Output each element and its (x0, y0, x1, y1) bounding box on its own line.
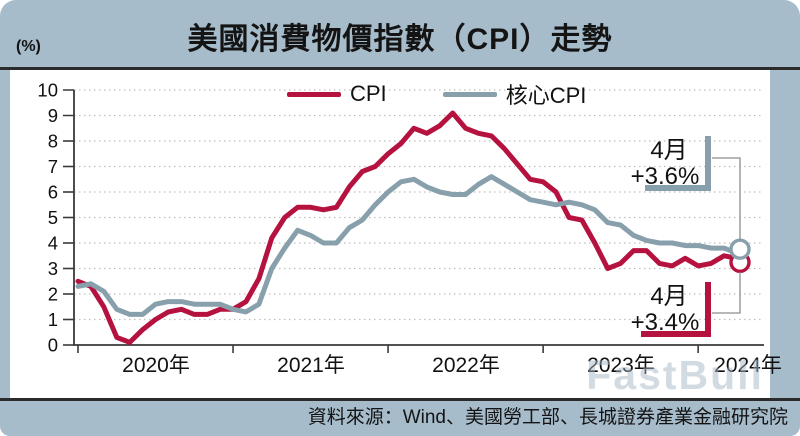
annotation-core-cpi: 4月 +3.6% (631, 136, 741, 240)
end-marker-核心CPI (729, 238, 751, 260)
annotation-bracket-cpi (641, 282, 711, 337)
y-tick-label: 8 (48, 131, 58, 152)
y-tick-label: 0 (48, 335, 58, 356)
chart-legend: CPI 核心CPI (287, 78, 586, 110)
legend-label-core-cpi: 核心CPI (505, 83, 587, 108)
chart-title: 美國消費物價指數（CPI）走勢 (187, 23, 613, 56)
annotation-core-month: 4月 (650, 137, 687, 164)
x-axis-tick-labels: 2020年 2021年 2022年 2023年 2024年 (122, 354, 782, 377)
y-tick-label: 6 (48, 182, 58, 203)
y-tick-label: 5 (48, 207, 58, 228)
y-tick-label: 1 (48, 309, 58, 330)
axes (63, 89, 764, 353)
source-note: 資料來源：Wind、美國勞工部、長城證券產業金融研究院 (307, 407, 788, 428)
y-tick-label: 2 (48, 284, 58, 305)
y-tick-label: 3 (48, 258, 58, 279)
annotation-connector-core (712, 157, 741, 240)
y-tick-label: 4 (48, 233, 58, 254)
legend-item-cpi: CPI (287, 81, 387, 107)
cpi-line-swatch (287, 91, 341, 97)
x-tick-label: 2023年 (587, 354, 655, 377)
plot-panel (10, 70, 770, 398)
y-tick-label: 7 (48, 156, 58, 177)
y-tick-label: 9 (48, 105, 58, 126)
y-axis-tick-labels: 0 1 2 3 4 5 6 7 8 9 10 (37, 80, 58, 356)
chart-header: 美國消費物價指數（CPI）走勢 (%) (0, 0, 800, 67)
x-tick-label: 2021年 (277, 354, 345, 377)
series-end-markers (729, 238, 751, 273)
header-divider (0, 67, 800, 70)
series-lines (75, 110, 740, 345)
annotation-cpi: 4月 +3.4% (631, 272, 741, 337)
annotation-bracket-core (645, 136, 711, 191)
y-axis-unit-label: (%) (16, 38, 41, 55)
legend-item-core-cpi: 核心CPI (442, 78, 587, 110)
annotation-cpi-value: +3.4% (631, 309, 700, 336)
core-cpi-line-swatch (442, 91, 497, 97)
footer-divider (0, 398, 800, 401)
annotation-core-value: +3.6% (631, 163, 700, 190)
legend-label-cpi: CPI (350, 81, 387, 106)
x-tick-label: 2024年 (714, 354, 782, 377)
annotation-cpi-month: 4月 (650, 283, 687, 310)
series-line-CPI (75, 110, 740, 345)
series-line-核心CPI (75, 174, 740, 317)
x-tick-label: 2020年 (122, 354, 190, 377)
annotation-connector-cpi (712, 272, 741, 314)
y-tick-label: 10 (37, 80, 58, 101)
x-tick-label: 2022年 (432, 354, 500, 377)
